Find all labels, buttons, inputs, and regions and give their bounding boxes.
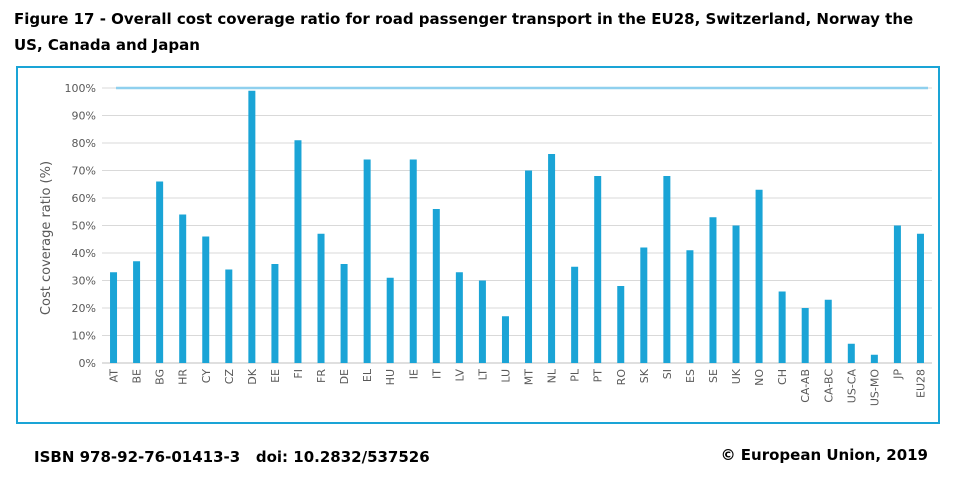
x-tick-label: CA-BC [822,369,835,403]
footer-isbn: ISBN 978-92-76-01413-3 doi: 10.2832/5375… [34,448,430,466]
bar [893,225,901,363]
bar [732,225,740,363]
bar [110,272,118,363]
x-tick-label: RO [615,369,628,386]
x-tick-label: FR [315,369,328,383]
bar [548,154,556,363]
bar [686,250,694,363]
bar [202,236,210,363]
y-tick-label: 10% [72,330,96,343]
x-tick-label: NO [753,369,766,386]
bar [571,266,579,363]
footer-copyright: © European Union, 2019 [720,446,928,464]
x-tick-label: ES [684,369,697,383]
bar [525,170,533,363]
bar [501,316,509,363]
y-tick-label: 90% [72,110,96,123]
x-tick-label: SK [638,368,651,383]
bar [617,286,625,363]
bar [340,264,348,363]
x-tick-label: BG [154,369,167,385]
bar [824,299,832,363]
x-tick-label: IE [407,369,420,379]
bar [640,247,648,363]
gridlines [102,87,932,364]
bar [455,272,463,363]
bar [478,280,486,363]
x-tick-label: EU28 [914,369,927,398]
x-tick-label: US-MO [868,369,881,406]
x-tick-label: DK [246,368,259,384]
bar [755,189,763,363]
bar [801,308,809,363]
x-tick-label: EE [269,369,282,383]
bar [294,140,302,363]
x-tick-label: DE [338,369,351,384]
y-tick-label: 0% [79,357,96,370]
bar [386,277,394,363]
x-tick-label: LT [476,369,489,381]
x-tick-label: HR [177,369,190,385]
y-tick-label: 40% [72,247,96,260]
y-tick-label: 70% [72,165,96,178]
x-tick-label: UK [730,368,743,384]
y-tick-label: 20% [72,302,96,315]
bar [133,261,141,363]
bar [179,214,187,363]
x-tick-label: EL [361,368,374,382]
bar [432,209,440,363]
y-tick-labels: 0% 10% 20% 30% 40% 50% 60% 70% 80% 90% 100% [65,82,96,370]
y-tick-label: 80% [72,137,96,150]
x-tick-label: LU [499,369,512,383]
bar [363,159,371,363]
y-tick-label: 60% [72,192,96,205]
x-tick-label: SE [707,369,720,383]
bar [409,159,417,363]
bar [156,181,164,363]
bar [663,176,671,363]
x-tick-label: IT [430,369,443,379]
bars [110,90,924,363]
bar [916,233,924,363]
bar [778,291,786,363]
x-tick-label: US-CA [845,369,858,404]
x-tick-label: CH [776,369,789,385]
bar [317,233,325,363]
x-tick-label: CZ [223,369,236,385]
bar-chart: 0% 10% 20% 30% 40% 50% 60% 70% 80% 90% 100% AT BE BG… [39,82,932,406]
y-axis-title: Cost coverage ratio (%) [39,161,54,315]
x-tick-label: PT [592,369,605,383]
chart-frame [16,66,940,424]
figure-title: Figure 17 - Overall cost coverage ratio … [14,10,914,54]
bar [847,343,855,363]
bar [225,269,233,363]
x-tick-label: LV [453,369,466,382]
x-tick-label: CA-AB [799,369,812,403]
isbn-text: ISBN 978-92-76-01413-3 [34,448,241,466]
x-tick-label: CY [200,369,213,383]
y-tick-label: 30% [72,275,96,288]
x-tick-label: AT [108,369,121,383]
x-tick-label: HU [384,369,397,385]
x-tick-label: SI [661,369,674,379]
bar [248,90,256,363]
doi-text: doi: 10.2832/537526 [255,448,430,466]
y-tick-label: 50% [72,220,96,233]
x-tick-label: NL [546,368,559,383]
bar [271,264,279,363]
x-tick-label: FI [292,369,305,379]
x-tick-label: MT [523,369,536,385]
bar [709,217,717,363]
bar [594,176,602,363]
x-tick-label: BE [131,369,144,384]
x-tick-labels: AT BE BG HR CY CZ DK EE FI FR DE EL HU IE IT LV LT LU MT NL… [108,368,928,406]
x-tick-label: JP [891,369,904,380]
bar [870,354,878,363]
x-tick-label: PL [569,368,582,382]
y-tick-label: 100% [65,82,96,95]
